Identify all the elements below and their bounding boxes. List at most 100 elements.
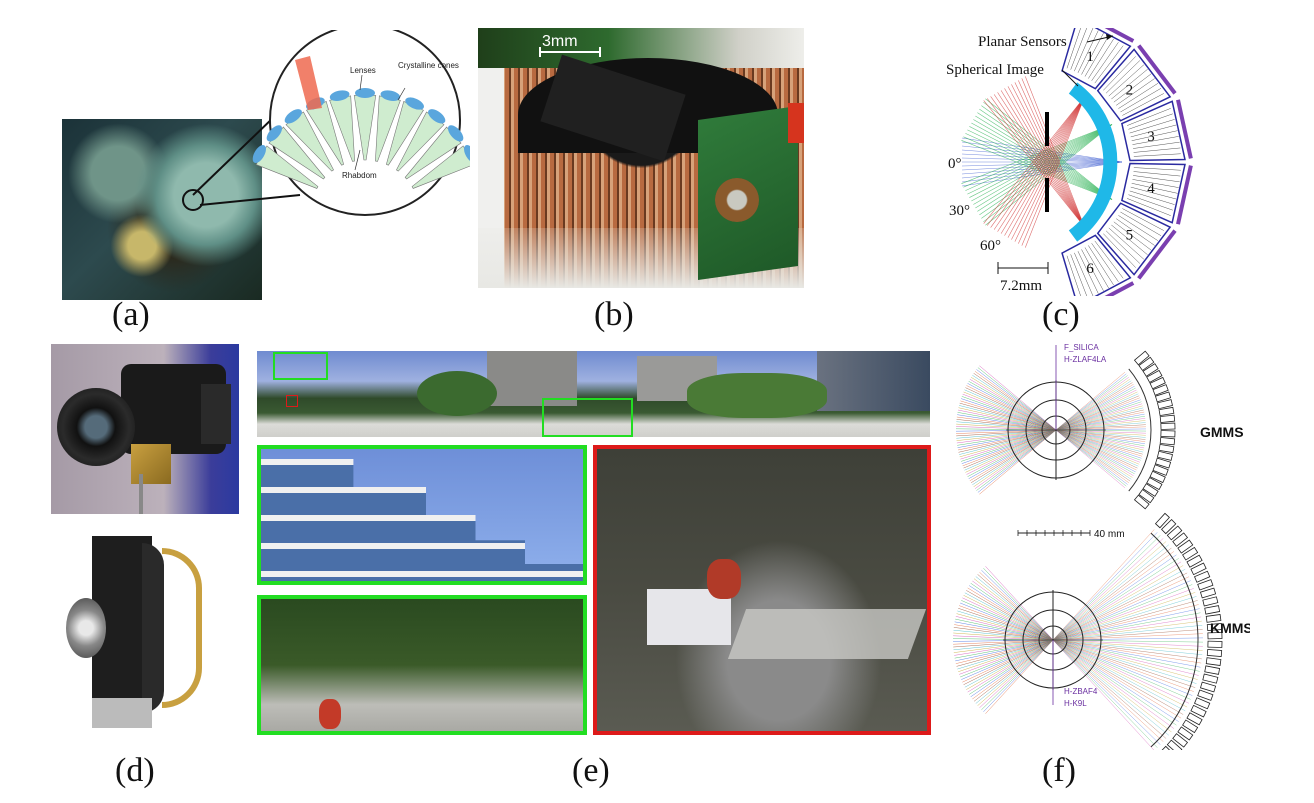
sensor-ray	[1088, 245, 1114, 286]
compound-eye-diagram: Lenses Crystalline cones Rhabdom	[182, 30, 470, 216]
angle-0: 0°	[948, 156, 962, 172]
sensor-ray	[1103, 233, 1136, 268]
sensor-module	[1096, 48, 1172, 122]
light-ray	[977, 112, 1113, 200]
ray-trace	[956, 416, 1057, 431]
canon-camera-photo	[51, 344, 239, 514]
ommatidium-lens	[405, 97, 424, 110]
microcamera	[1166, 525, 1183, 541]
inset-box-trees	[542, 398, 633, 437]
ray-trace	[970, 429, 1057, 484]
microcamera	[1207, 640, 1223, 648]
ommatidium-lens	[284, 109, 302, 124]
ray-trace	[1055, 401, 1142, 431]
ray-trace	[1052, 572, 1188, 641]
light-ray	[1011, 84, 1085, 228]
light-ray	[993, 94, 1085, 228]
ray-trace	[1052, 629, 1203, 641]
ray-trace	[967, 639, 1054, 693]
sensor-ray	[1116, 78, 1155, 106]
ray-trace	[1052, 633, 1203, 641]
sensor-ray	[1094, 240, 1124, 279]
microcamera	[1206, 623, 1223, 631]
microcamera	[1177, 726, 1194, 741]
ray-trace	[1055, 409, 1144, 431]
ray-trace	[972, 375, 1057, 431]
ray-trace	[1055, 387, 1136, 431]
camera-array-photo	[478, 28, 804, 288]
ray-trace	[1055, 391, 1138, 431]
light-ray	[1021, 96, 1085, 246]
ray-trace	[1052, 612, 1201, 641]
microcamera	[1193, 697, 1211, 710]
ray-trace	[1052, 639, 1186, 712]
ray-trace	[953, 635, 1054, 641]
ray-trace	[1052, 639, 1172, 733]
microcamera	[1138, 356, 1155, 371]
sensor-ray	[1131, 183, 1178, 194]
ray-trace	[1055, 397, 1141, 431]
ray-trace	[955, 639, 1054, 662]
sensor-ray	[1105, 60, 1141, 94]
sensor-ray	[1133, 167, 1181, 171]
sensor-ray	[1129, 119, 1175, 134]
zoom-person	[593, 445, 931, 735]
light-ray	[961, 124, 1113, 184]
gmms-label: GMMS	[1200, 424, 1244, 440]
glass-top-1: F_SILICA	[1064, 343, 1099, 352]
ray-trace	[959, 605, 1054, 641]
sensor-ray	[1118, 83, 1159, 109]
sensor-ray	[1074, 252, 1094, 296]
ray-trace	[976, 429, 1057, 491]
sensor-number: 3	[1147, 129, 1155, 145]
sensor-ray	[1111, 68, 1148, 100]
microcamera	[1190, 704, 1207, 718]
crystalline-cones-label: Crystalline cones	[398, 61, 459, 70]
ray-trace	[977, 639, 1054, 706]
microcamera	[1204, 605, 1221, 615]
ray-trace	[958, 639, 1054, 672]
sensor-ray	[1070, 28, 1088, 70]
ray-trace	[1055, 405, 1143, 431]
ray-trace	[1055, 371, 1126, 431]
ray-trace	[957, 429, 1057, 448]
ray-trace	[977, 367, 1057, 431]
light-ray	[961, 161, 1123, 167]
ray-trace	[983, 568, 1054, 641]
ray-trace	[961, 600, 1054, 641]
ray-trace	[957, 610, 1054, 641]
light-ray	[1025, 96, 1085, 248]
caption-b: (b)	[594, 296, 634, 333]
ray-trace	[1055, 389, 1137, 431]
ray-trace	[1052, 639, 1175, 729]
ray-trace	[985, 639, 1054, 714]
ray-trace	[954, 639, 1054, 656]
microcamera	[1149, 470, 1166, 484]
sensor-ray	[1088, 38, 1114, 79]
ray-trace	[953, 639, 1054, 653]
ray-trace	[961, 639, 1054, 680]
light-ray	[993, 96, 1085, 230]
ray-trace	[1055, 429, 1145, 445]
microcamera	[1207, 632, 1223, 640]
light-ray	[990, 96, 1085, 228]
ray-trace	[1052, 554, 1177, 641]
ray-trace	[1055, 415, 1145, 431]
ray-trace	[1055, 380, 1132, 431]
ray-trace	[1055, 429, 1133, 478]
sensor-ray	[1111, 224, 1148, 256]
sensor-ray	[1108, 64, 1145, 97]
ray-trace	[968, 429, 1057, 479]
microcamera	[1193, 570, 1211, 583]
ray-trace	[1055, 373, 1127, 431]
sensor-ray	[1074, 28, 1094, 72]
ray-trace	[1055, 429, 1140, 465]
ray-trace	[966, 385, 1057, 431]
ray-trace	[1055, 429, 1143, 457]
ray-trace	[1052, 639, 1161, 745]
microcamera	[1182, 546, 1199, 561]
ray-trace	[1052, 551, 1175, 641]
ray-trace	[979, 429, 1057, 495]
sensor-ray	[1122, 93, 1164, 116]
inset-box-person	[286, 395, 298, 407]
